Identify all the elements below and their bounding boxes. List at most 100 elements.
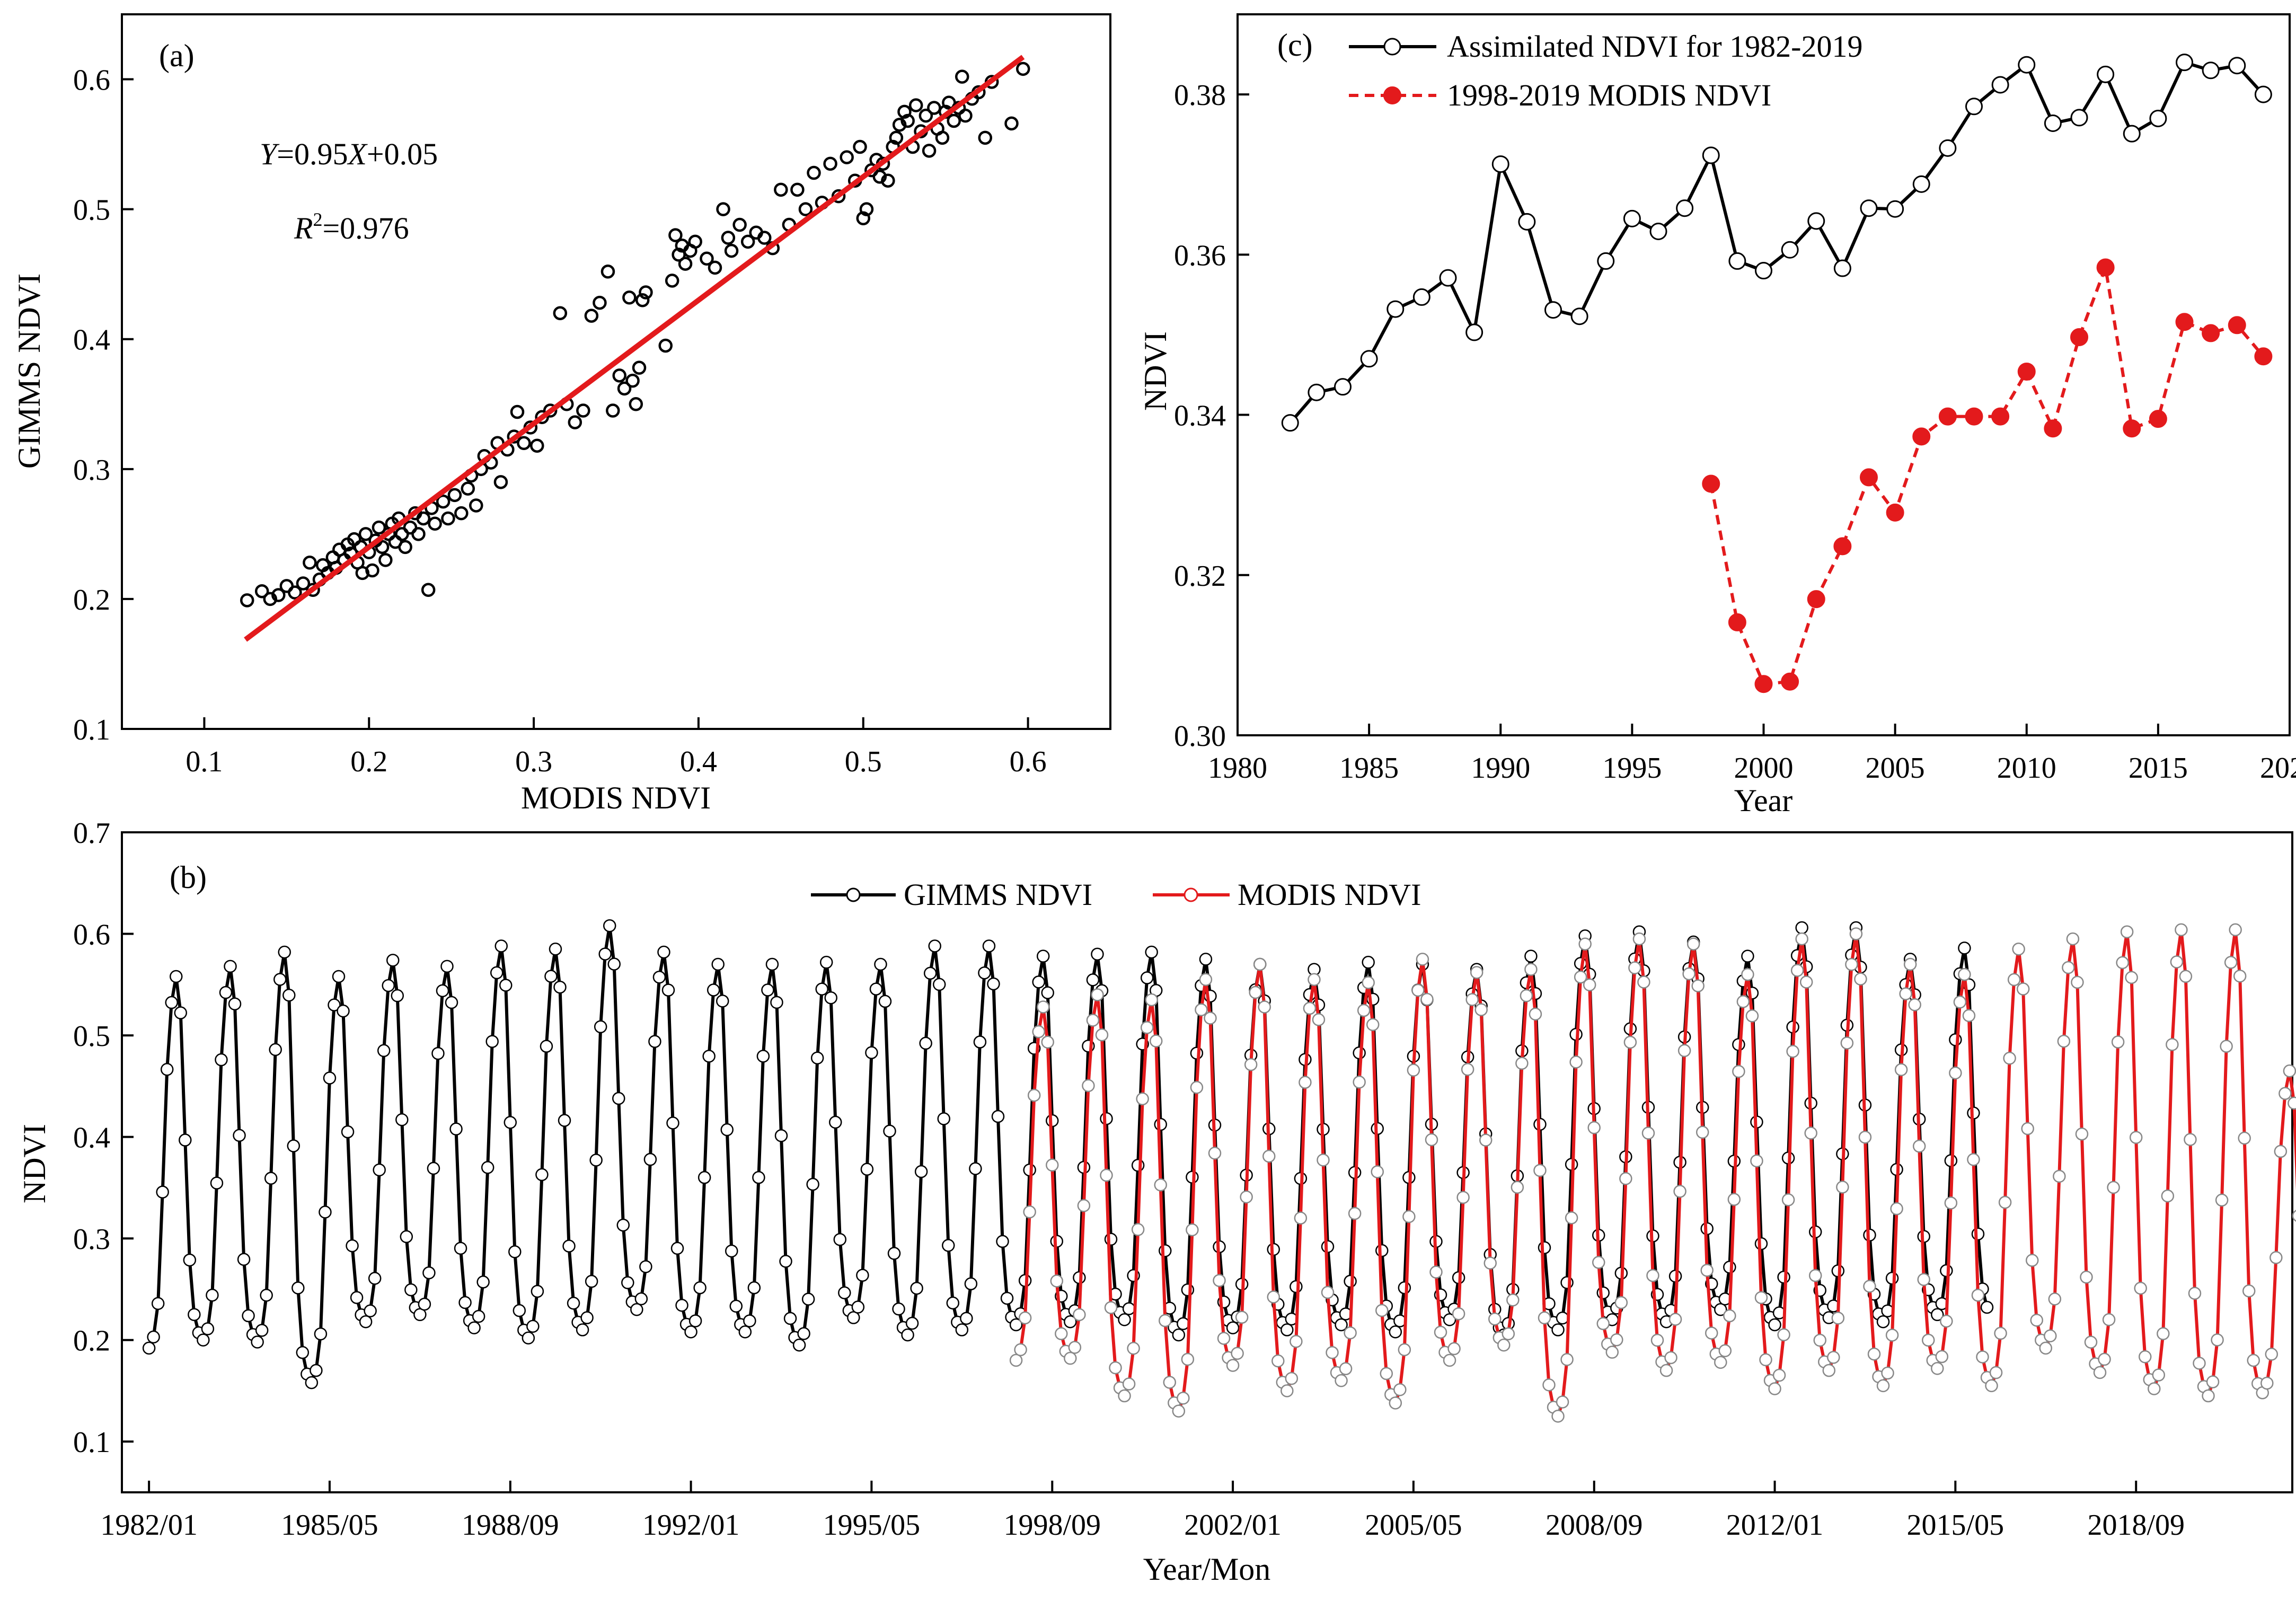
- assimilated-annual-point: [1991, 76, 2009, 94]
- scatter-point: [958, 108, 973, 123]
- modis-monthly-point: [2220, 1040, 2233, 1053]
- gimms-monthly-point: [224, 960, 237, 973]
- panel-c-line: 1980 1985 1990 1995 2000 2005 2010 2015 2020 0.30…: [1138, 13, 2296, 818]
- gimms-monthly-point: [513, 1304, 526, 1317]
- modis-monthly-point: [2030, 1314, 2043, 1327]
- gimms-monthly-point: [201, 1322, 215, 1335]
- y-tick-label: 0.2: [73, 1325, 110, 1358]
- assimilated-annual-point: [2018, 56, 2036, 74]
- gimms-monthly-point: [666, 1116, 679, 1130]
- modis-monthly-point: [1520, 989, 1533, 1002]
- modis-monthly-point: [1258, 1000, 1271, 1014]
- modis-annual-point: [1938, 407, 1957, 426]
- modis-monthly-point: [2279, 1087, 2292, 1100]
- modis-monthly-point: [1845, 957, 1858, 971]
- gimms-monthly-point: [684, 1325, 697, 1339]
- modis-monthly-point: [1208, 1147, 1222, 1160]
- modis-monthly-point: [1068, 1341, 1082, 1354]
- gimms-monthly-point: [607, 957, 621, 971]
- gimms-monthly-point: [707, 983, 720, 997]
- gimms-monthly-point: [1949, 1033, 1962, 1046]
- modis-monthly-point: [2202, 1389, 2215, 1403]
- modis-monthly-point: [2233, 969, 2247, 983]
- x-tick-label: 2002/01: [1184, 1509, 1282, 1542]
- gimms-monthly-point: [1154, 1118, 1167, 1131]
- gimms-monthly-point: [743, 1314, 756, 1327]
- modis-monthly-point: [1962, 1009, 1976, 1022]
- gimms-monthly-point: [964, 1277, 978, 1290]
- gimms-monthly-point: [1290, 1280, 1303, 1294]
- y-tick-label: 0.5: [73, 194, 110, 227]
- gimms-monthly-point: [1064, 1315, 1077, 1329]
- assimilated-annual-point: [2123, 125, 2141, 143]
- modis-monthly-point: [1064, 1351, 1077, 1365]
- x-tick-label: 1980: [1208, 752, 1267, 785]
- scatter-point: [296, 576, 311, 591]
- scatter-point: [840, 150, 854, 164]
- modis-annual-point: [2096, 258, 2115, 277]
- gimms-monthly-point: [251, 1335, 264, 1349]
- modis-monthly-point: [1055, 1327, 1068, 1341]
- gimms-monthly-point: [1795, 921, 1808, 935]
- gimms-monthly-point: [1958, 942, 1971, 955]
- gimms-monthly-point: [612, 1092, 625, 1105]
- gimms-monthly-point: [215, 1053, 228, 1067]
- scatter-point: [897, 104, 912, 119]
- gimms-monthly-point: [233, 1129, 246, 1142]
- modis-monthly-point: [1840, 1036, 1854, 1050]
- gimms-monthly-point: [549, 943, 562, 956]
- modis-monthly-point: [1822, 1364, 1836, 1377]
- modis-monthly-point: [1465, 993, 1479, 1006]
- modis-annual-point: [1991, 407, 2010, 426]
- modis-monthly-point: [1425, 1133, 1438, 1147]
- modis-monthly-point: [2229, 923, 2242, 937]
- modis-monthly-point: [1027, 1088, 1041, 1102]
- gimms-monthly-point: [996, 1235, 1009, 1248]
- gimms-monthly-point: [490, 966, 504, 980]
- modis-monthly-point: [1650, 1333, 1664, 1347]
- gimms-monthly-point: [323, 1071, 337, 1085]
- modis-annual-point: [1912, 427, 1931, 446]
- gimms-monthly-point: [756, 1050, 770, 1063]
- scatter-point: [798, 202, 813, 216]
- panel-a-frame: [121, 13, 1111, 730]
- gimms-monthly-point: [973, 1035, 987, 1049]
- modis-monthly-point: [2093, 1366, 2107, 1379]
- modis-monthly-point: [2125, 971, 2138, 984]
- x-tick-label: 1988/09: [462, 1509, 559, 1542]
- scatter-point: [447, 488, 462, 503]
- modis-monthly-point: [1366, 1018, 1380, 1032]
- modis-monthly-point: [1542, 1378, 1556, 1392]
- modis-monthly-point: [1159, 1314, 1172, 1327]
- gimms-monthly-point: [1443, 1313, 1456, 1326]
- modis-monthly-point: [2157, 1327, 2170, 1340]
- modis-monthly-point: [1971, 1288, 1985, 1302]
- modis-monthly-point: [2138, 1350, 2152, 1364]
- modis-monthly-point: [1714, 1356, 1727, 1369]
- gimms-monthly-point: [210, 1176, 224, 1190]
- modis-monthly-point: [2224, 956, 2238, 969]
- scatter-point: [632, 360, 647, 375]
- gimms-monthly-point: [634, 1292, 648, 1306]
- modis-monthly-point: [1407, 1063, 1420, 1077]
- modis-monthly-point: [1940, 1314, 1953, 1328]
- scatter-point: [892, 118, 907, 132]
- gimms-monthly-point: [874, 957, 887, 971]
- scatter-point: [288, 585, 302, 600]
- modis-monthly-point: [1109, 1361, 1122, 1375]
- gimms-monthly-point: [422, 1266, 436, 1280]
- modis-monthly-point: [1181, 1352, 1195, 1366]
- modis-monthly-point: [1190, 1080, 1204, 1094]
- gimms-monthly-point: [292, 1281, 305, 1295]
- modis-monthly-point: [1831, 1312, 1845, 1325]
- gimms-monthly-point: [783, 1312, 797, 1325]
- assimilated-annual-point: [1439, 269, 1457, 287]
- modis-monthly-point: [1308, 973, 1321, 986]
- scatter-point: [436, 494, 451, 509]
- modis-monthly-point: [2215, 1193, 2229, 1207]
- modis-monthly-point: [1985, 1379, 1998, 1393]
- gimms-monthly-point: [535, 1168, 549, 1182]
- y-tick-label: 0.30: [1174, 720, 1226, 753]
- scatter-point: [612, 368, 626, 383]
- modis-monthly-point: [1411, 983, 1425, 997]
